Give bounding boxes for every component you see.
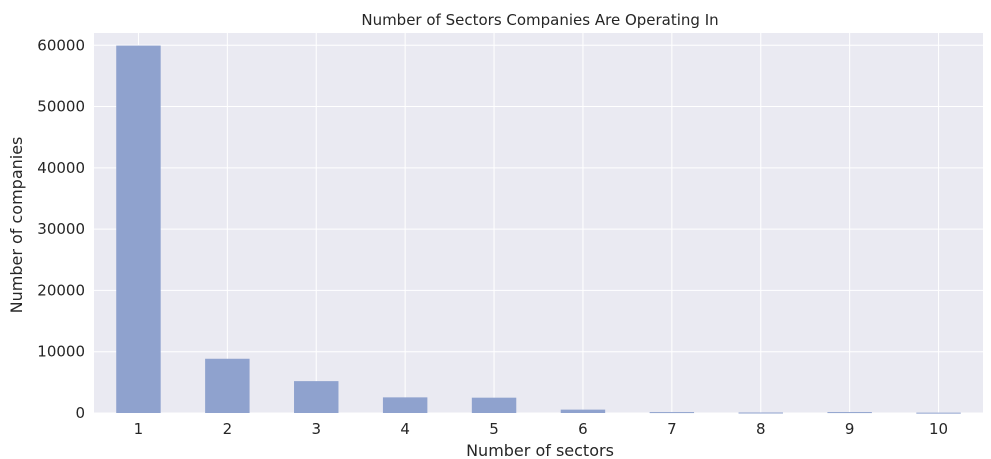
chart-title: Number of Sectors Companies Are Operatin…: [361, 11, 718, 29]
y-tick-labels: 0 10000 20000 30000 40000 50000 60000: [37, 36, 85, 422]
y-tick-label: 40000: [37, 159, 85, 177]
bar-2: [205, 358, 250, 413]
x-tick-label: 3: [311, 420, 321, 438]
bars: [116, 45, 961, 414]
y-tick-label: 10000: [37, 343, 85, 361]
bar-4: [382, 397, 428, 413]
x-tick-label: 8: [756, 420, 766, 438]
y-tick-label: 50000: [37, 98, 85, 116]
bar-9: [827, 412, 872, 414]
x-axis-label: Number of sectors: [466, 441, 614, 459]
y-tick-label: 60000: [37, 36, 85, 54]
y-tick-label: 0: [75, 404, 85, 422]
bar-7: [649, 412, 695, 414]
x-tick-label: 7: [667, 420, 677, 438]
bar-3: [294, 381, 339, 413]
y-tick-label: 30000: [37, 220, 85, 238]
x-tick-label: 4: [400, 420, 410, 438]
bar-5: [471, 397, 517, 413]
x-tick-label: 5: [489, 420, 499, 438]
x-tick-label: 6: [578, 420, 588, 438]
bar-6: [560, 409, 606, 413]
x-tick-label: 2: [223, 420, 233, 438]
plot-area: [94, 33, 983, 413]
y-axis-label: Number of companies: [7, 137, 26, 314]
y-tick-label: 20000: [37, 281, 85, 299]
bar-10: [916, 412, 961, 414]
x-tick-labels: 1 2 3 4 5 6 7 8 9 10: [134, 420, 948, 438]
x-tick-label: 10: [929, 420, 948, 438]
x-tick-label: 1: [134, 420, 144, 438]
bar-1: [116, 45, 161, 414]
bar-8: [738, 412, 783, 414]
x-tick-label: 9: [845, 420, 855, 438]
